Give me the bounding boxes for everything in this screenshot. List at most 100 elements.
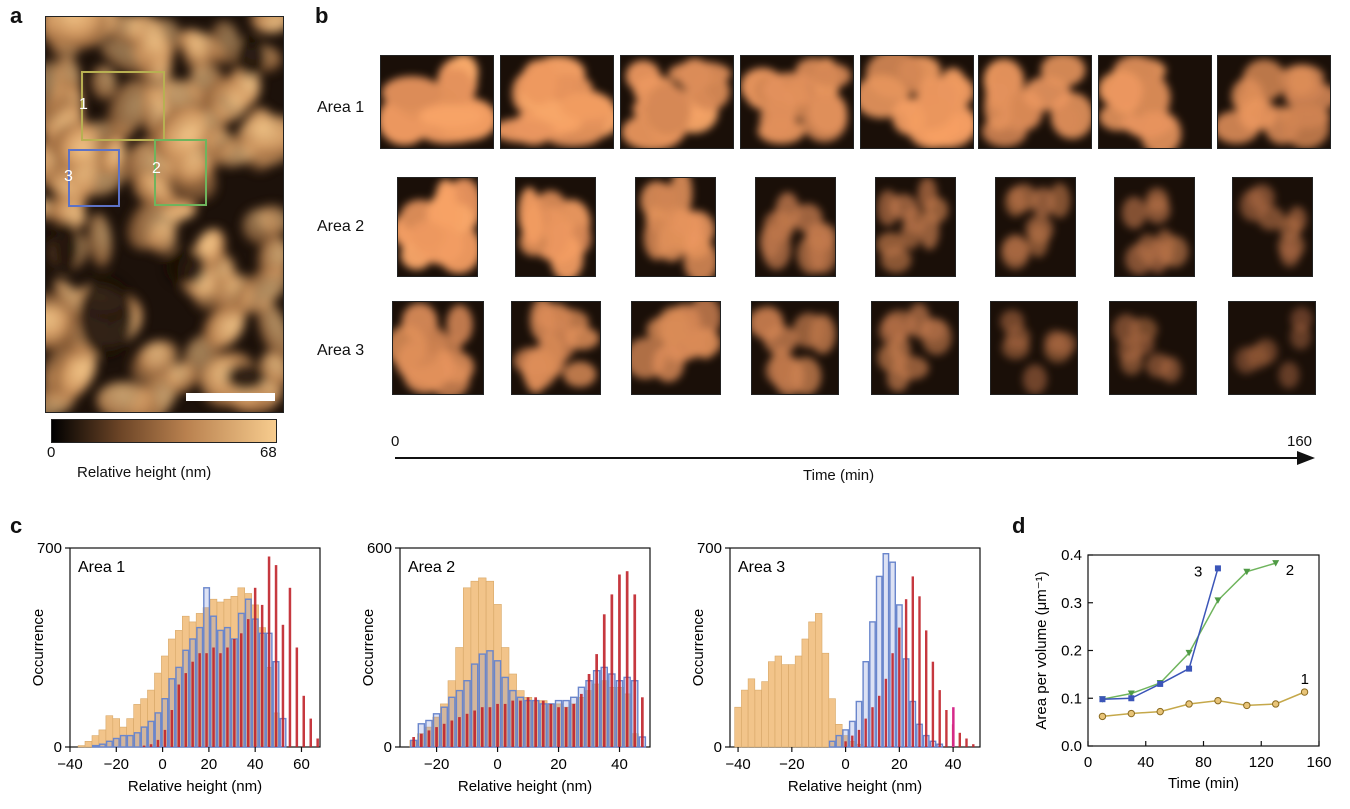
bar [309,718,312,747]
bar [851,735,854,747]
bar [486,650,494,748]
bar [147,720,155,748]
bar [952,707,955,747]
bar [862,661,870,748]
bar [734,706,742,748]
bar [427,730,431,747]
bar [133,732,141,748]
bar [77,745,86,748]
frame-area-3-t8 [1228,301,1316,395]
point [1098,712,1107,721]
frame-area-3-t1 [392,301,484,395]
bar [938,690,941,747]
bar [493,604,502,748]
x-tick-label: −20 [104,756,129,773]
bar [592,683,601,748]
frame-area-2-t2 [515,177,596,277]
bar [274,565,278,747]
bar [600,666,609,748]
bar [774,655,782,748]
series-1 [734,613,863,748]
x-tick-label: 20 [550,756,567,773]
point [1098,696,1106,703]
bar [253,587,257,747]
bar [154,672,162,748]
x-tick-label: 160 [1306,754,1331,771]
series-2: 2 [1098,560,1294,703]
bar [741,689,749,748]
bar [302,695,305,747]
bar [821,652,830,748]
bar [891,653,894,747]
histogram-2: Area 2 −20 0 20 40 0 600 Relative height (nm) Oc… [360,540,651,795]
bar [534,697,537,748]
bar [177,684,180,747]
bar [607,686,616,748]
series-line [1102,568,1219,700]
bar [936,743,944,748]
colorbar-label: Relative height (nm) [77,464,212,481]
bar [470,663,479,748]
y-tick-label: 700 [37,540,62,557]
y-axis-label: Occurrence [30,609,47,687]
bar [447,680,456,748]
bar [105,715,114,748]
bar [119,734,127,748]
bar [281,624,285,747]
bar [781,664,789,748]
bar [279,717,287,748]
bar [884,678,888,747]
bar [251,604,259,748]
region-label-2: 2 [152,160,161,177]
bar [230,595,239,748]
y-tick-label: 0 [54,739,62,756]
bar [902,658,910,748]
bar [814,613,823,748]
point [1156,679,1164,687]
bar [564,707,568,747]
bar [219,653,222,747]
frame-area-1-t5 [860,55,974,149]
bar [945,710,948,747]
bar [470,580,479,748]
bar [216,629,224,748]
bar [91,735,100,748]
bar [216,601,225,748]
scale-bar [186,393,275,401]
bar [855,743,863,748]
bar [828,740,836,748]
bar [516,696,525,748]
bar [608,673,616,748]
bar [272,712,280,748]
bar [410,739,418,748]
bar [842,729,850,748]
bar [541,700,545,747]
bar [631,680,639,748]
point [1243,701,1251,710]
plot-frame [729,547,981,748]
bar [244,598,252,748]
bar [182,615,190,748]
bar [478,653,487,748]
bar [240,633,243,747]
bar [425,719,433,748]
bar [524,699,532,748]
y-tick-label: 0.2 [1061,643,1082,660]
frame-area-1-t6 [978,55,1092,149]
bar [600,680,609,748]
bar [570,696,578,748]
bar [288,587,292,747]
bar [633,594,637,747]
region-label-1: 1 [79,96,88,113]
bar [198,653,201,747]
bar [958,732,961,747]
bar [126,734,134,748]
point [1214,565,1221,572]
bar [480,707,484,747]
y-axis-label: Area per volume (μm⁻¹) [1033,571,1050,729]
panel-label-d: d [1012,513,1026,538]
bar [585,680,593,748]
bar [794,655,803,748]
bar [223,626,231,748]
y-tick-label: 0 [714,739,722,756]
